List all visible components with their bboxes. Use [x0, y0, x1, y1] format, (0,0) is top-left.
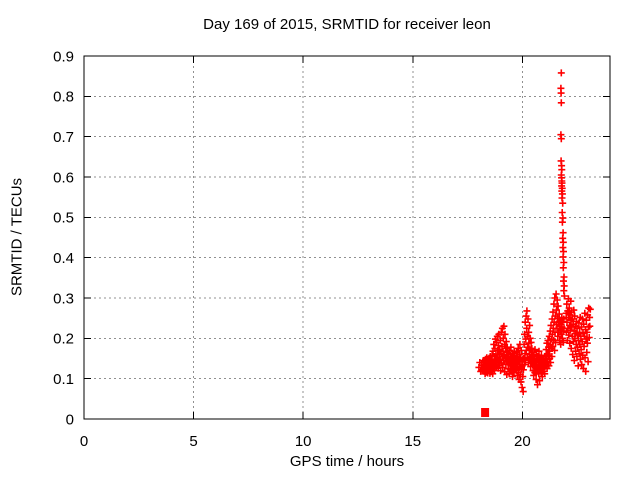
svg-text:0.3: 0.3: [53, 290, 74, 307]
svg-text:0.9: 0.9: [53, 48, 74, 65]
svg-text:0: 0: [66, 411, 74, 428]
svg-text:0.5: 0.5: [53, 210, 74, 227]
svg-text:0.2: 0.2: [53, 331, 74, 348]
svg-text:0: 0: [80, 433, 88, 450]
svg-text:0.7: 0.7: [53, 129, 74, 146]
svg-text:0.4: 0.4: [53, 250, 74, 267]
svg-text:10: 10: [295, 433, 312, 450]
svg-text:0.6: 0.6: [53, 169, 74, 186]
x-axis-label: GPS time / hours: [289, 453, 405, 470]
square-marker: [481, 408, 490, 417]
svg-text:0.8: 0.8: [53, 89, 74, 106]
chart-title: Day 169 of 2015, SRMTID for receiver leo…: [203, 16, 491, 33]
svg-text:0.1: 0.1: [53, 371, 74, 388]
svg-text:5: 5: [189, 433, 197, 450]
svg-text:15: 15: [404, 433, 421, 450]
svg-text:20: 20: [514, 433, 531, 450]
